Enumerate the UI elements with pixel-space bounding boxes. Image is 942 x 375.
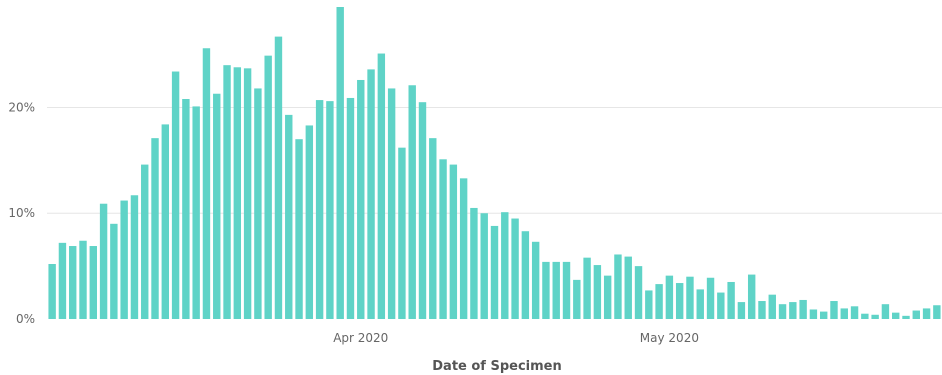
bar[interactable] (706, 277, 715, 319)
bar[interactable] (223, 65, 231, 319)
bar[interactable] (799, 299, 807, 319)
bar[interactable] (387, 88, 396, 319)
bar[interactable] (789, 302, 797, 319)
bar[interactable] (202, 48, 211, 319)
bar[interactable] (346, 97, 355, 320)
bar[interactable] (490, 225, 499, 319)
bar[interactable] (439, 159, 447, 319)
bar[interactable] (521, 231, 530, 319)
y-tick-label: 20% (8, 100, 35, 114)
bar[interactable] (470, 207, 478, 319)
bar[interactable] (542, 261, 550, 319)
bar[interactable] (161, 124, 170, 320)
gridlines (47, 106, 942, 214)
bar[interactable] (562, 261, 571, 319)
bar[interactable] (624, 256, 632, 319)
bar[interactable] (778, 304, 787, 319)
bar[interactable] (48, 264, 56, 319)
bar[interactable] (665, 275, 674, 319)
bar[interactable] (861, 313, 869, 319)
bar[interactable] (573, 279, 581, 319)
bar[interactable] (274, 36, 283, 320)
bar[interactable] (285, 114, 293, 319)
x-axis-title: Date of Specimen (432, 359, 562, 374)
bar[interactable] (69, 246, 77, 319)
bar[interactable] (809, 309, 818, 319)
bar[interactable] (819, 311, 828, 319)
bar[interactable] (357, 79, 365, 319)
bar[interactable] (141, 164, 149, 319)
bar[interactable] (89, 246, 97, 319)
bar[interactable] (418, 102, 427, 319)
bar[interactable] (603, 275, 612, 319)
bar[interactable] (58, 242, 67, 319)
bar[interactable] (99, 203, 108, 319)
bar[interactable] (429, 138, 437, 319)
bar[interactable] (243, 68, 252, 319)
y-tick-label: 10% (8, 206, 35, 220)
bar[interactable] (120, 200, 128, 319)
bar[interactable] (840, 308, 848, 319)
bar[interactable] (912, 310, 920, 319)
bars (48, 7, 941, 320)
bar[interactable] (892, 312, 900, 319)
bar[interactable] (254, 88, 262, 319)
bar[interactable] (110, 223, 118, 319)
bar[interactable] (295, 139, 303, 319)
bar[interactable] (480, 213, 488, 319)
bar[interactable] (686, 276, 694, 319)
bar[interactable] (583, 257, 591, 319)
bar[interactable] (717, 292, 725, 319)
bar[interactable] (747, 274, 756, 319)
bar[interactable] (727, 281, 735, 319)
bar[interactable] (511, 218, 519, 319)
bar[interactable] (171, 71, 180, 320)
bar[interactable] (151, 138, 159, 319)
bar[interactable] (192, 106, 200, 319)
bar[interactable] (233, 67, 242, 319)
bar[interactable] (449, 164, 458, 319)
bar[interactable] (850, 306, 859, 319)
bar[interactable] (634, 266, 643, 319)
bar[interactable] (398, 147, 406, 319)
bar[interactable] (902, 315, 910, 319)
bar[interactable] (264, 55, 272, 320)
bar[interactable] (922, 308, 931, 319)
bar[interactable] (315, 100, 324, 319)
bar[interactable] (655, 284, 663, 319)
bar[interactable] (531, 241, 540, 319)
bar[interactable] (130, 195, 139, 319)
y-axis-ticks: 0% 10% 20% (8, 100, 35, 326)
bar[interactable] (182, 99, 190, 319)
bar[interactable] (830, 301, 838, 319)
bar[interactable] (758, 301, 766, 319)
bar[interactable] (593, 265, 602, 319)
bar[interactable] (881, 304, 890, 319)
bar[interactable] (367, 69, 375, 320)
bar[interactable] (871, 314, 879, 319)
bar[interactable] (768, 294, 776, 319)
bar[interactable] (79, 240, 87, 319)
bar[interactable] (213, 93, 221, 319)
bar[interactable] (501, 212, 509, 319)
y-tick-label: 0% (16, 312, 35, 326)
bar[interactable] (614, 254, 622, 319)
bar[interactable] (737, 302, 746, 319)
bar[interactable] (377, 53, 386, 319)
bar[interactable] (675, 283, 684, 319)
bar[interactable] (459, 178, 468, 319)
bar[interactable] (696, 289, 704, 319)
bar[interactable] (933, 305, 941, 319)
x-tick-label: May 2020 (640, 331, 699, 345)
bar[interactable] (305, 125, 314, 319)
bar[interactable] (336, 7, 344, 319)
bar[interactable] (408, 85, 416, 319)
x-tick-label: Apr 2020 (333, 331, 388, 345)
bar[interactable] (645, 290, 653, 319)
bar[interactable] (326, 101, 334, 319)
bar[interactable] (552, 261, 560, 319)
